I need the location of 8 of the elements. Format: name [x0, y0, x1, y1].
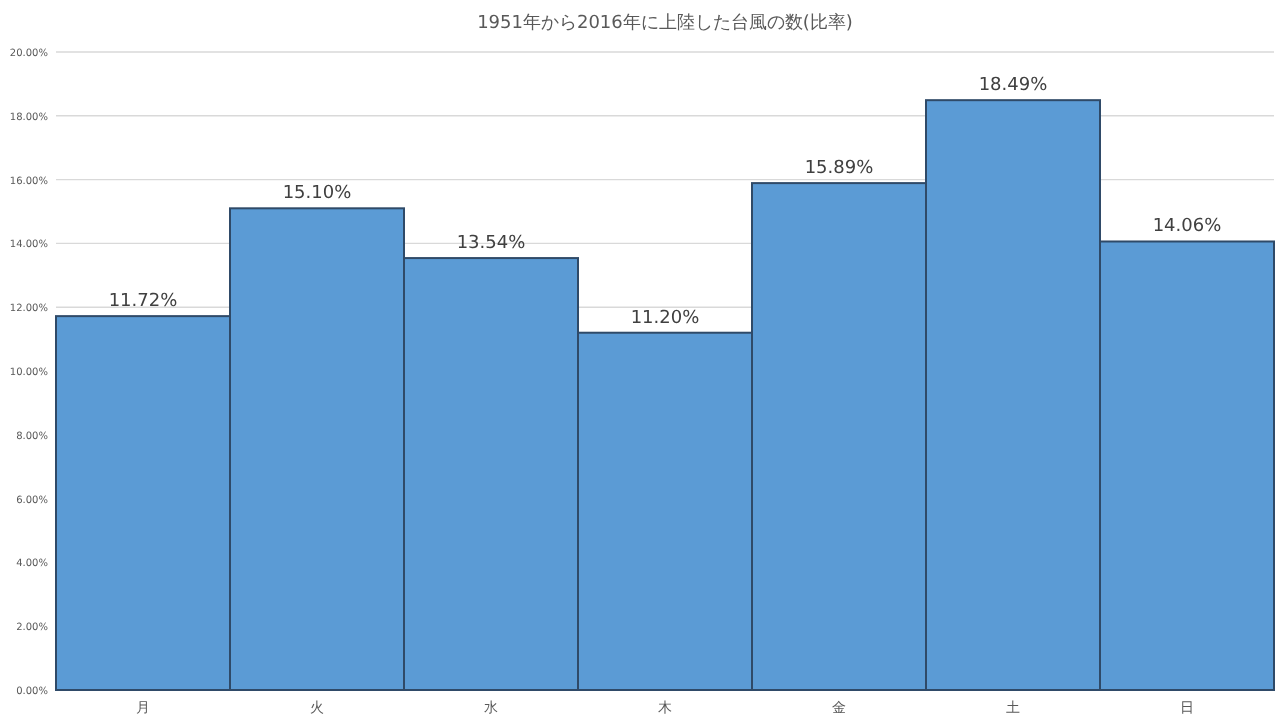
data-label: 18.49% [978, 76, 1049, 97]
data-label: 14.06% [1152, 217, 1223, 238]
chart-title: 1951年から2016年に上陸した台風の数(比率) [477, 12, 853, 34]
data-label: 15.10% [282, 184, 353, 205]
data-label: 11.72% [108, 292, 179, 313]
data-label: 15.89% [804, 159, 875, 180]
data-label: 13.54% [456, 234, 527, 255]
data-label: 11.20% [630, 308, 701, 329]
